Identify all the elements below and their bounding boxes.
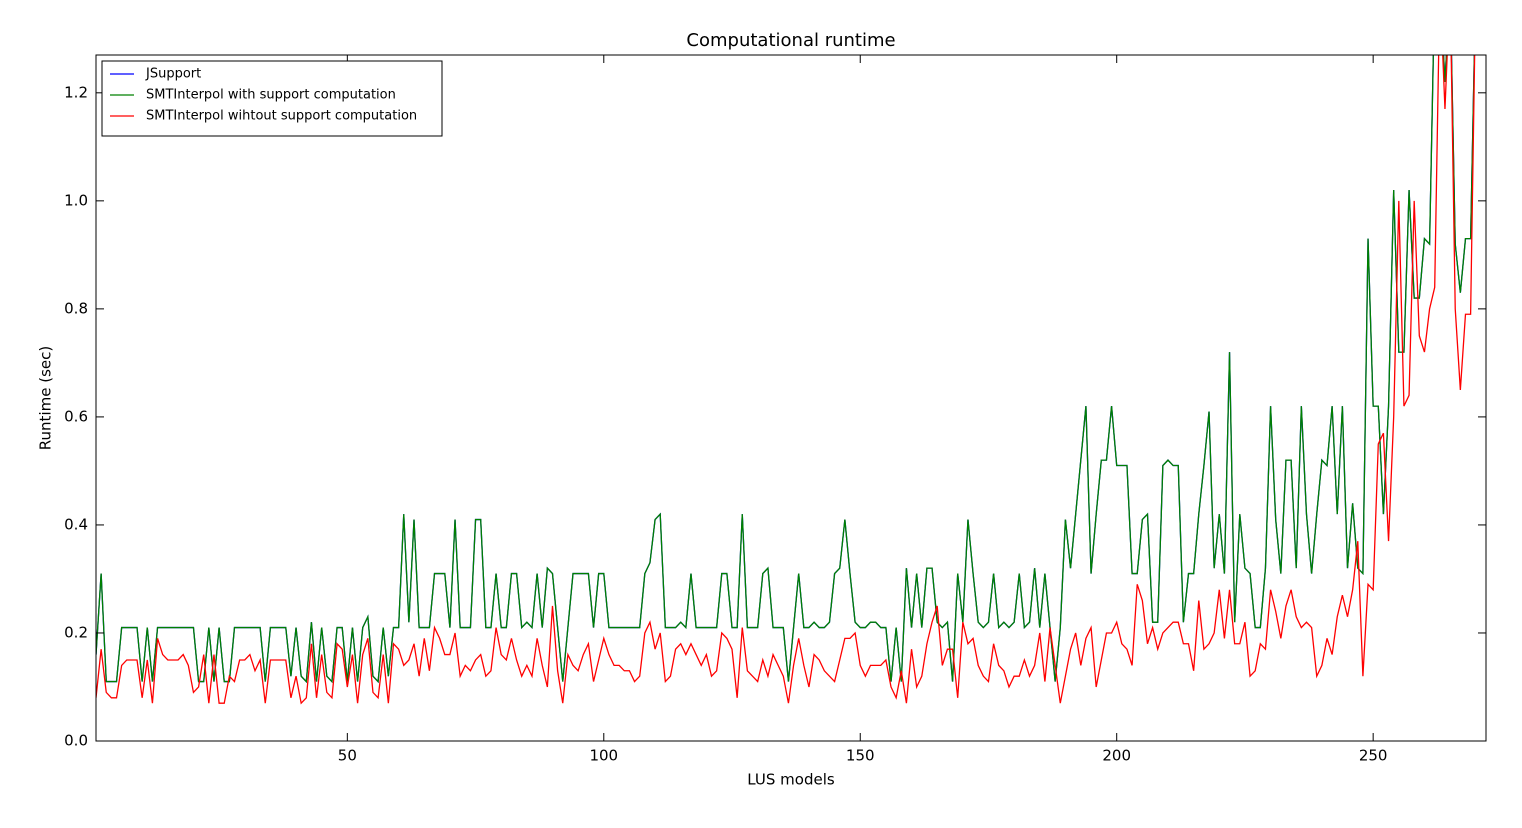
plot-frame: [95, 54, 1487, 742]
legend-label: SMTInterpol with support computation: [146, 88, 396, 103]
y-tick-label: 0.4: [64, 515, 88, 533]
legend-label: SMTInterpol wihtout support computation: [146, 109, 417, 124]
legend-label: JSupport: [145, 67, 201, 82]
x-tick-label: 250: [1359, 747, 1388, 765]
y-axis-label: Runtime (sec): [37, 346, 55, 450]
legend: JSupport SMTInterpol with support computa…: [101, 60, 443, 137]
x-tick-label: 100: [589, 747, 618, 765]
y-tick-label: 0.2: [64, 623, 88, 641]
axes: 50 100 150 200 250 0.0 0.2 0.4 0.6 0.8 1.0 1.2: [64, 55, 1486, 765]
y-tick-label: 1.0: [64, 191, 88, 209]
x-tick-label: 50: [338, 747, 357, 765]
y-tick-label: 0.6: [64, 407, 88, 425]
x-tick-label: 200: [1102, 747, 1131, 765]
y-tick-label: 1.2: [64, 83, 88, 101]
series-line: [96, 55, 1476, 705]
legend-box: [101, 60, 443, 137]
series-line: [96, 55, 1475, 684]
x-axis-label: LUS models: [747, 771, 835, 789]
x-tick-label: 150: [846, 747, 875, 765]
chart-title: Computational runtime: [686, 30, 895, 51]
y-tick-label: 0.8: [64, 299, 88, 317]
plot-area: [96, 55, 1476, 705]
y-tick-label: 0.0: [64, 732, 88, 750]
